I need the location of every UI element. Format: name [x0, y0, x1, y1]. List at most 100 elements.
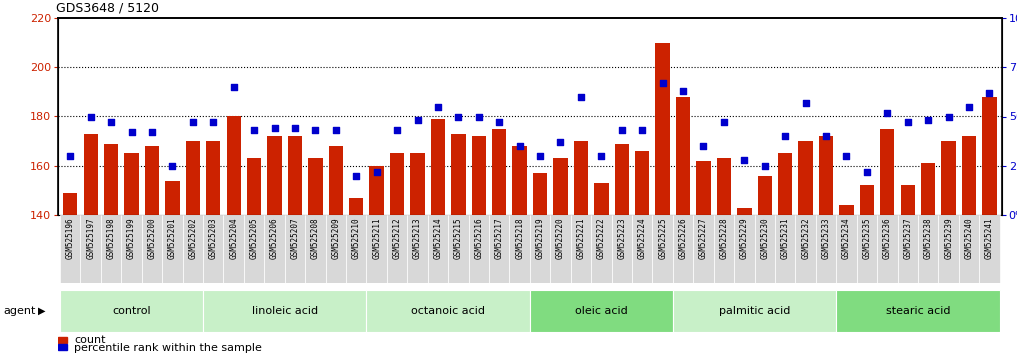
Bar — [83, 134, 98, 215]
Text: GSM525218: GSM525218 — [516, 217, 524, 259]
Bar — [632, 215, 653, 283]
Bar — [898, 215, 918, 283]
Bar — [469, 215, 489, 283]
Bar — [839, 205, 853, 215]
Point — [410, 118, 426, 123]
Bar — [798, 141, 813, 215]
Text: GSM525202: GSM525202 — [188, 217, 197, 259]
Bar — [63, 193, 77, 215]
Text: GSM525233: GSM525233 — [822, 217, 831, 259]
Bar — [206, 141, 221, 215]
Bar — [308, 158, 322, 215]
Bar — [407, 215, 428, 283]
Point — [388, 127, 405, 133]
Text: palmitic acid: palmitic acid — [719, 306, 790, 316]
Text: GSM525198: GSM525198 — [107, 217, 116, 259]
Bar — [186, 141, 200, 215]
Bar — [901, 185, 915, 215]
Point — [880, 110, 896, 115]
Text: GSM525207: GSM525207 — [291, 217, 299, 259]
Text: GSM525209: GSM525209 — [332, 217, 341, 259]
Text: GSM525204: GSM525204 — [229, 217, 238, 259]
Text: GSM525234: GSM525234 — [842, 217, 851, 259]
Text: GSM525212: GSM525212 — [393, 217, 402, 259]
Point — [123, 130, 139, 135]
Point — [696, 143, 712, 149]
Text: GSM525201: GSM525201 — [168, 217, 177, 259]
Text: GSM525199: GSM525199 — [127, 217, 136, 259]
Bar — [369, 166, 383, 215]
Text: GSM525238: GSM525238 — [923, 217, 933, 259]
Point — [471, 114, 487, 119]
Text: ▶: ▶ — [38, 306, 45, 316]
Point — [185, 120, 201, 125]
Text: GSM525224: GSM525224 — [638, 217, 647, 259]
Bar — [775, 215, 795, 283]
Bar — [60, 215, 80, 283]
Bar — [959, 215, 979, 283]
Text: GSM525232: GSM525232 — [801, 217, 811, 259]
Point — [164, 163, 180, 169]
Point — [757, 163, 773, 169]
Point — [82, 114, 99, 119]
Bar — [325, 215, 346, 283]
Bar — [328, 146, 343, 215]
Bar — [121, 215, 141, 283]
Bar — [982, 97, 997, 215]
Text: percentile rank within the sample: percentile rank within the sample — [74, 343, 261, 353]
Text: GSM525208: GSM525208 — [311, 217, 320, 259]
Bar — [104, 144, 118, 215]
Point — [920, 118, 937, 123]
Bar — [366, 215, 386, 283]
Bar — [264, 215, 285, 283]
Bar — [755, 215, 775, 283]
Text: count: count — [74, 335, 106, 345]
Bar — [80, 215, 101, 283]
Bar — [203, 215, 224, 283]
Point — [430, 104, 446, 109]
Point — [634, 127, 650, 133]
Point — [307, 127, 323, 133]
Text: GSM525220: GSM525220 — [556, 217, 565, 259]
Text: agent: agent — [3, 306, 36, 316]
Bar — [717, 158, 731, 215]
Bar — [346, 215, 366, 283]
Text: GSM525223: GSM525223 — [617, 217, 626, 259]
Bar — [533, 173, 547, 215]
Bar — [165, 181, 180, 215]
Text: linoleic acid: linoleic acid — [251, 306, 317, 316]
Bar — [918, 215, 939, 283]
Bar — [60, 290, 203, 332]
Bar — [247, 158, 261, 215]
Bar — [349, 198, 363, 215]
Bar — [386, 215, 407, 283]
Bar — [58, 337, 67, 343]
Bar — [472, 136, 486, 215]
Text: oleic acid: oleic acid — [575, 306, 627, 316]
Bar — [574, 141, 588, 215]
Point — [532, 153, 548, 159]
Point — [981, 90, 998, 96]
Bar — [859, 185, 874, 215]
Point — [143, 130, 160, 135]
Bar — [673, 215, 694, 283]
Bar — [656, 42, 670, 215]
Text: GSM525216: GSM525216 — [474, 217, 483, 259]
Point — [675, 88, 692, 94]
Point — [327, 127, 344, 133]
Text: GSM525227: GSM525227 — [699, 217, 708, 259]
Bar — [737, 207, 752, 215]
Text: GSM525235: GSM525235 — [862, 217, 872, 259]
Bar — [653, 215, 673, 283]
Bar — [676, 97, 691, 215]
Bar — [144, 146, 159, 215]
Bar — [227, 116, 241, 215]
Bar — [530, 215, 550, 283]
Bar — [410, 153, 425, 215]
Text: GSM525231: GSM525231 — [781, 217, 790, 259]
Point — [838, 153, 854, 159]
Text: GSM525236: GSM525236 — [883, 217, 892, 259]
Bar — [571, 215, 591, 283]
Bar — [58, 344, 67, 350]
Bar — [203, 290, 366, 332]
